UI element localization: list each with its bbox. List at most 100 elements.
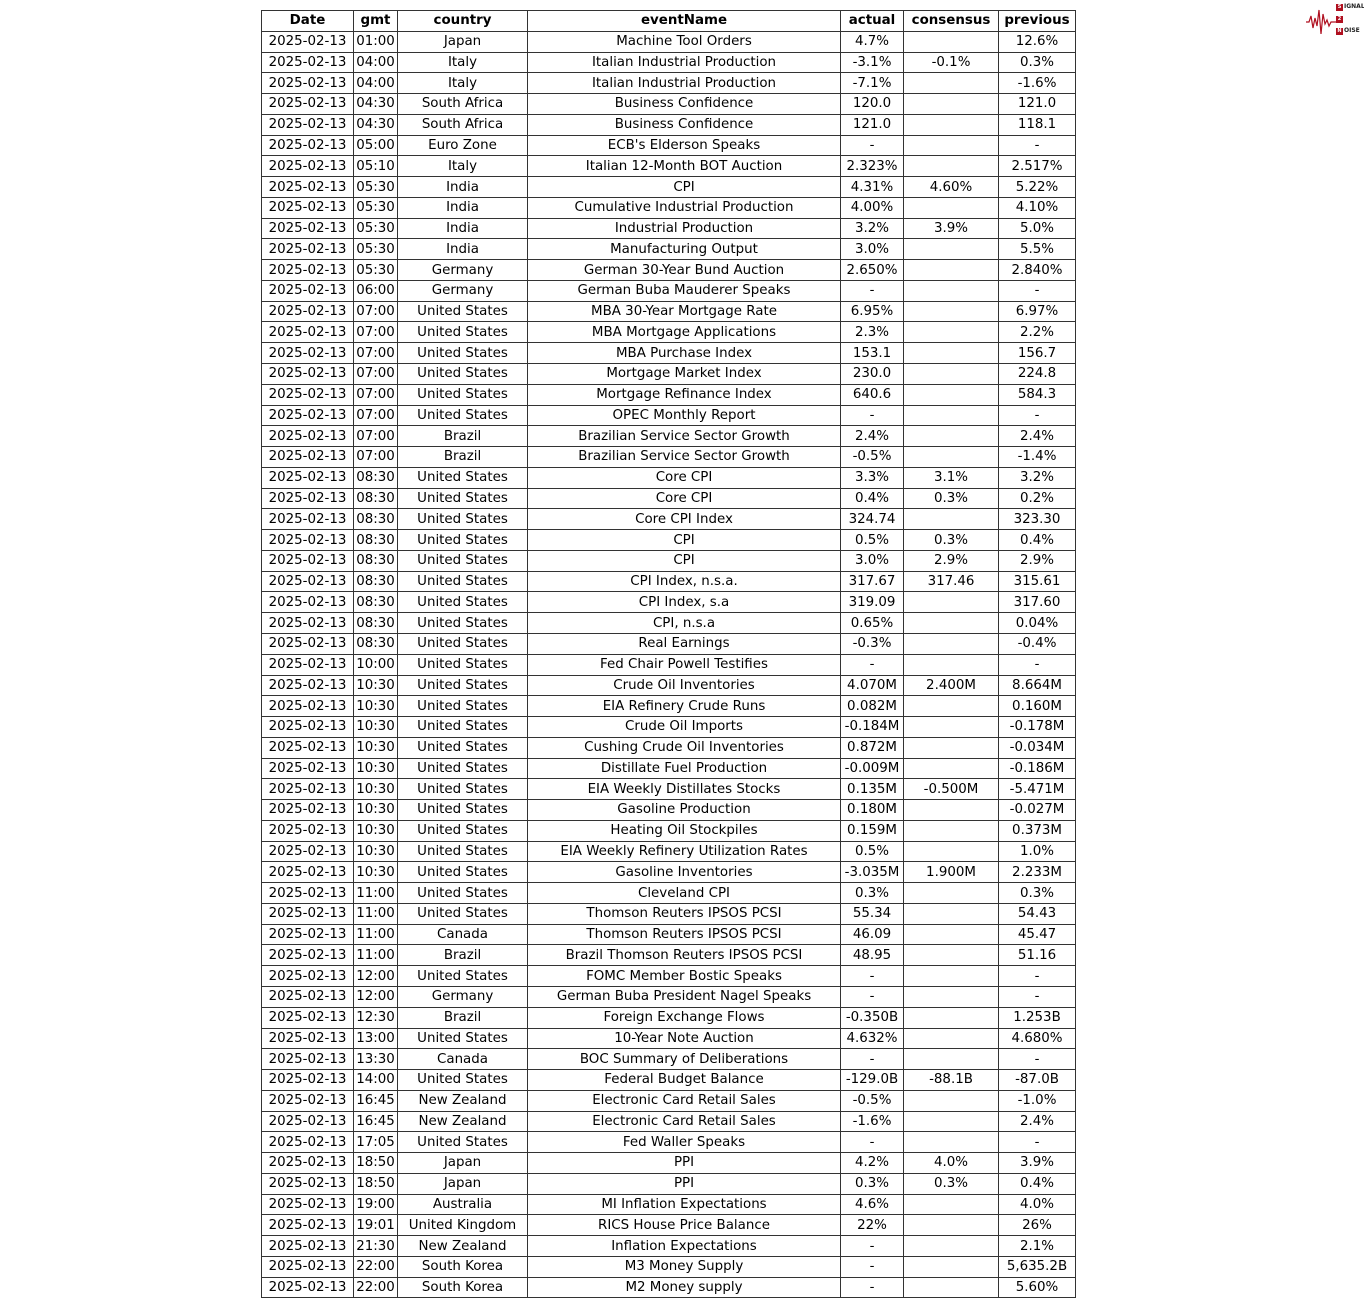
logo-line-signal: S IGNAL	[1336, 3, 1364, 11]
cell-actual: 4.6%	[840, 1193, 904, 1216]
cell-country: New Zealand	[397, 1089, 528, 1112]
cell-previous: 3.2%	[998, 466, 1076, 489]
cell-consensus	[903, 944, 999, 967]
cell-country: Germany	[397, 259, 528, 281]
cell-actual: 4.632%	[840, 1027, 904, 1050]
cell-gmt: 07:00	[353, 425, 398, 448]
cell-actual: -	[840, 985, 904, 1008]
cell-previous: 0.04%	[998, 612, 1076, 634]
cell-date: 2025-02-13	[261, 1006, 354, 1029]
cell-country: South Korea	[397, 1255, 528, 1278]
cell-consensus	[903, 196, 999, 219]
cell-event-name: Electronic Card Retail Sales	[527, 1110, 841, 1133]
cell-previous: 0.4%	[998, 529, 1076, 551]
cell-previous: 0.3%	[998, 882, 1076, 904]
cell-event-name: Cushing Crude Oil Inventories	[527, 736, 841, 759]
cell-gmt: 10:30	[353, 819, 398, 842]
cell-previous: -	[998, 1131, 1076, 1154]
cell-country: United States	[397, 612, 528, 634]
cell-date: 2025-02-13	[261, 113, 354, 136]
cell-country: United States	[397, 819, 528, 842]
cell-date: 2025-02-13	[261, 93, 354, 115]
cell-gmt: 07:00	[353, 342, 398, 365]
cell-previous: 12.6%	[998, 30, 1076, 53]
cell-gmt: 18:50	[353, 1152, 398, 1174]
table-row: 2025-02-13 10:30 United States Crude Oil In…	[261, 674, 1076, 697]
cell-consensus	[903, 840, 999, 863]
table-row: 2025-02-13 10:30 United States Gasoline Pro…	[261, 799, 1076, 821]
cell-event-name: Core CPI	[527, 487, 841, 510]
cell-previous: 2.2%	[998, 321, 1076, 344]
table-row: 2025-02-13 08:30 United States CPI Index, n…	[261, 570, 1076, 593]
cell-consensus	[903, 757, 999, 780]
table-row: 2025-02-13 21:30 New Zealand Inflation Expe…	[261, 1235, 1076, 1257]
table-row: 2025-02-13 13:00 United States 10-Year Note…	[261, 1027, 1076, 1050]
logo-line-noise: N OISE	[1336, 27, 1360, 35]
cell-country: United States	[397, 529, 528, 551]
cell-gmt: 08:30	[353, 549, 398, 572]
cell-previous: -0.4%	[998, 632, 1076, 655]
cell-date: 2025-02-13	[261, 799, 354, 821]
cell-country: South Korea	[397, 1276, 528, 1299]
cell-date: 2025-02-13	[261, 134, 354, 157]
cell-actual: 230.0	[840, 363, 904, 385]
cell-country: Italy	[397, 51, 528, 74]
cell-country: Italy	[397, 72, 528, 95]
cell-date: 2025-02-13	[261, 51, 354, 74]
table-row: 2025-02-13 07:00 United States Mortgage Mar…	[261, 363, 1076, 385]
cell-event-name: MBA Purchase Index	[527, 342, 841, 365]
cell-gmt: 10:30	[353, 736, 398, 759]
cell-actual: -0.5%	[840, 446, 904, 468]
cell-event-name: Gasoline Production	[527, 799, 841, 821]
cell-consensus	[903, 716, 999, 738]
cell-actual: 319.09	[840, 591, 904, 614]
cell-previous: -	[998, 985, 1076, 1008]
table-row: 2025-02-13 08:30 United States Real Earning…	[261, 632, 1076, 655]
cell-actual: 46.09	[840, 923, 904, 946]
cell-gmt: 10:00	[353, 653, 398, 676]
cell-event-name: German Buba President Nagel Speaks	[527, 985, 841, 1008]
column-header-date: Date	[261, 10, 354, 32]
cell-country: United States	[397, 466, 528, 489]
cell-actual: 0.4%	[840, 487, 904, 510]
cell-consensus	[903, 985, 999, 1008]
cell-country: Canada	[397, 923, 528, 946]
cell-consensus: -0.500M	[903, 778, 999, 801]
table-row: 2025-02-13 08:30 United States Core CPI 3.3%…	[261, 466, 1076, 489]
cell-gmt: 07:00	[353, 321, 398, 344]
cell-event-name: Manufacturing Output	[527, 238, 841, 261]
cell-event-name: Business Confidence	[527, 113, 841, 136]
cell-previous: -	[998, 1048, 1076, 1071]
cell-actual: 4.2%	[840, 1152, 904, 1174]
cell-date: 2025-02-13	[261, 1110, 354, 1133]
cell-country: New Zealand	[397, 1110, 528, 1133]
cell-gmt: 10:30	[353, 695, 398, 718]
cell-event-name: Heating Oil Stockpiles	[527, 819, 841, 842]
cell-gmt: 08:30	[353, 570, 398, 593]
cell-previous: 3.9%	[998, 1152, 1076, 1174]
cell-country: United States	[397, 383, 528, 406]
cell-consensus	[903, 1131, 999, 1154]
cell-event-name: Electronic Card Retail Sales	[527, 1089, 841, 1112]
cell-previous: -	[998, 404, 1076, 427]
cell-event-name: CPI	[527, 549, 841, 572]
cell-country: New Zealand	[397, 1235, 528, 1257]
cell-gmt: 06:00	[353, 279, 398, 302]
cell-actual: -	[840, 279, 904, 302]
cell-event-name: Italian Industrial Production	[527, 51, 841, 74]
cell-gmt: 05:30	[353, 176, 398, 198]
cell-previous: 1.253B	[998, 1006, 1076, 1029]
cell-consensus: 0.3%	[903, 529, 999, 551]
cell-date: 2025-02-13	[261, 300, 354, 323]
cell-consensus	[903, 155, 999, 178]
cell-date: 2025-02-13	[261, 819, 354, 842]
table-row: 2025-02-13 08:30 United States CPI 0.5% 0.3% 0…	[261, 529, 1076, 551]
cell-event-name: Cleveland CPI	[527, 882, 841, 904]
cell-country: United States	[397, 508, 528, 531]
economic-calendar-table: Date gmt country eventName actual consensus pr…	[261, 10, 1076, 1299]
cell-gmt: 08:30	[353, 529, 398, 551]
cell-gmt: 05:30	[353, 196, 398, 219]
cell-previous: 121.0	[998, 93, 1076, 115]
cell-date: 2025-02-13	[261, 217, 354, 240]
cell-actual: -0.350B	[840, 1006, 904, 1029]
